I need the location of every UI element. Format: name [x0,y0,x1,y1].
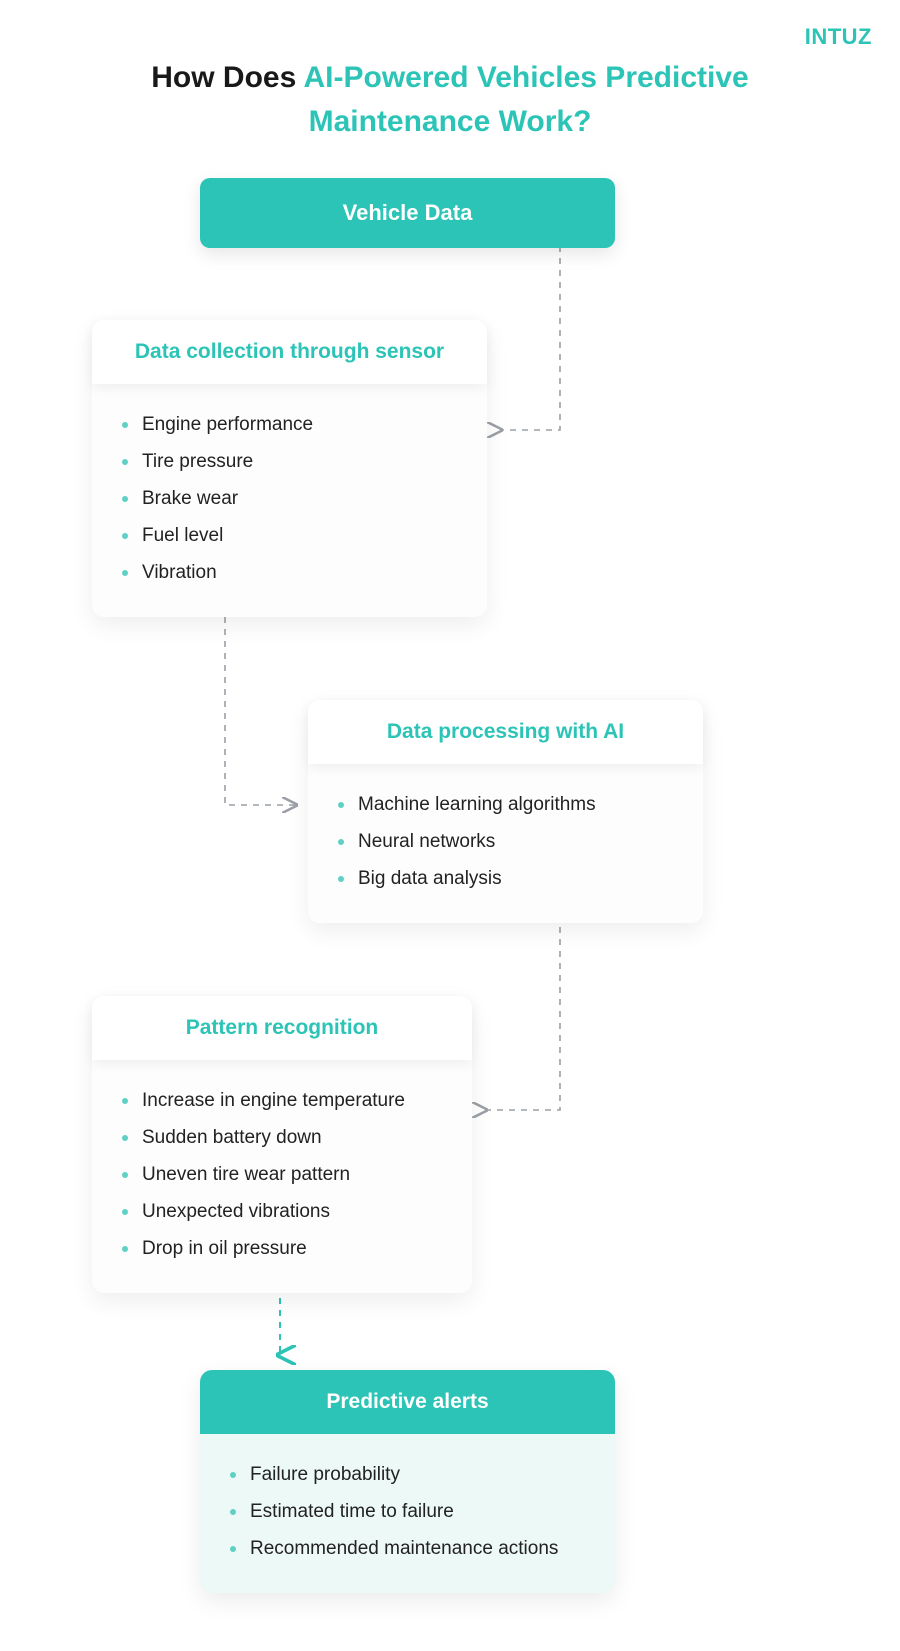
brand-name: INTUZ [805,24,872,49]
list-item: Uneven tire wear pattern [122,1156,442,1193]
node-data-processing-header: Data processing with AI [308,700,703,764]
node-data-collection: Data collection through sensor Engine pe… [92,320,487,617]
node-pattern-recognition-body: Increase in engine temperatureSudden bat… [92,1060,472,1293]
list-item: Tire pressure [122,443,457,480]
node-data-processing-list: Machine learning algorithmsNeural networ… [338,786,673,897]
diagram-canvas: INTUZ How Does AI-Powered Vehicles Predi… [0,0,900,1651]
list-item: Fuel level [122,517,457,554]
node-vehicle-data: Vehicle Data [200,178,615,248]
list-item: Sudden battery down [122,1119,442,1156]
list-item: Failure probability [230,1456,585,1493]
node-pattern-recognition: Pattern recognition Increase in engine t… [92,996,472,1293]
node-data-collection-header: Data collection through sensor [92,320,487,384]
brand-logo: INTUZ [805,24,872,50]
node-pattern-recognition-title: Pattern recognition [186,1016,379,1039]
node-data-collection-body: Engine performanceTire pressureBrake wea… [92,384,487,617]
list-item: Engine performance [122,406,457,443]
list-item: Neural networks [338,823,673,860]
node-predictive-alerts-header: Predictive alerts [200,1370,615,1434]
list-item: Machine learning algorithms [338,786,673,823]
node-data-collection-title: Data collection through sensor [135,340,444,363]
node-data-processing-title: Data processing with AI [387,720,624,743]
list-item: Big data analysis [338,860,673,897]
page-title: How Does AI-Powered Vehicles Predictive … [0,56,900,143]
node-data-processing-body: Machine learning algorithmsNeural networ… [308,764,703,923]
list-item: Estimated time to failure [230,1493,585,1530]
node-predictive-alerts-title: Predictive alerts [326,1390,488,1413]
node-pattern-recognition-header: Pattern recognition [92,996,472,1060]
connector [485,915,560,1110]
list-item: Recommended maintenance actions [230,1530,585,1567]
connector [225,605,295,805]
node-vehicle-data-label: Vehicle Data [343,200,473,225]
list-item: Brake wear [122,480,457,517]
node-data-processing: Data processing with AI Machine learning… [308,700,703,923]
list-item: Unexpected vibrations [122,1193,442,1230]
list-item: Drop in oil pressure [122,1230,442,1267]
title-part2: AI-Powered Vehicles Predictive Maintenan… [304,61,749,138]
node-predictive-alerts-body: Failure probabilityEstimated time to fai… [200,1434,615,1593]
node-data-collection-list: Engine performanceTire pressureBrake wea… [122,406,457,591]
list-item: Increase in engine temperature [122,1082,442,1119]
node-predictive-alerts-list: Failure probabilityEstimated time to fai… [230,1456,585,1567]
title-part1: How Does [151,61,303,94]
list-item: Vibration [122,554,457,591]
node-pattern-recognition-list: Increase in engine temperatureSudden bat… [122,1082,442,1267]
node-predictive-alerts: Predictive alerts Failure probabilityEst… [200,1370,615,1593]
connector [500,246,560,430]
